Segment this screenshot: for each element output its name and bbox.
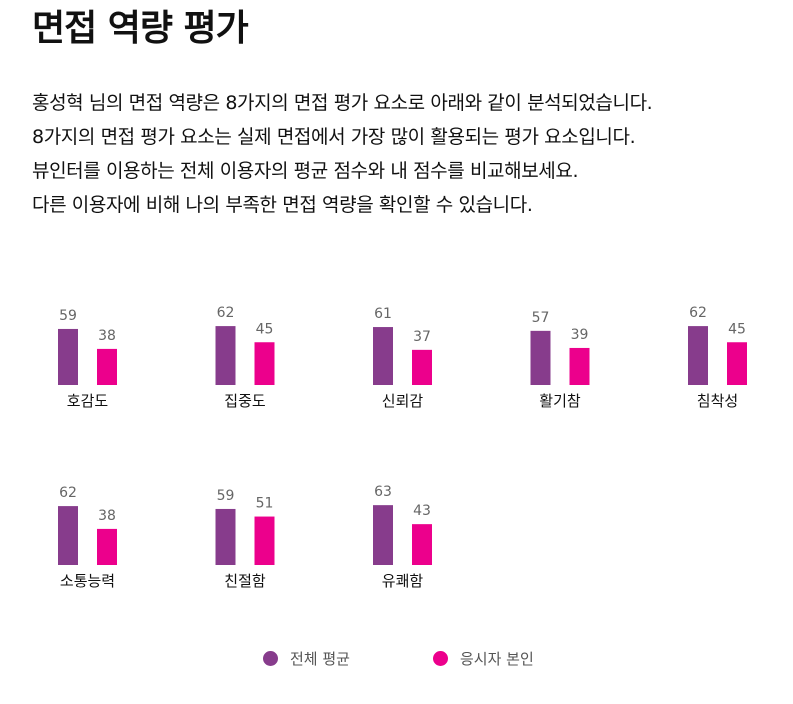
bar-self	[727, 342, 747, 385]
bar-group: 59 51 친절함	[215, 488, 275, 590]
category-label: 침착성	[697, 392, 738, 410]
value-label: 62	[217, 305, 235, 321]
value-label: 38	[98, 508, 116, 524]
category-label: 친절함	[224, 572, 266, 590]
category-label: 신뢰감	[382, 392, 424, 410]
value-label: 51	[256, 496, 274, 512]
bar-self	[97, 348, 117, 385]
category-label: 호감도	[67, 392, 109, 410]
category-label: 소통능력	[60, 572, 115, 590]
bar-group: 62 38 소통능력	[58, 485, 117, 590]
bar-self	[569, 347, 590, 385]
bar-self	[254, 342, 275, 385]
bar-group: 62 45 집중도	[215, 305, 275, 410]
competency-bar-chart: 59 38 호감도 62 45 집중도 61 37 신뢰감 57 39 활기참 62 45 침착성 62 38 소…	[58, 305, 747, 590]
value-label: 59	[217, 488, 235, 504]
description-line-1: 홍성혁 님의 면접 역량은 8가지의 면접 평가 요소로 아래와 같이 분석되었…	[32, 92, 653, 114]
legend-label-self: 응시자 본인	[460, 649, 534, 668]
bar-self	[412, 524, 432, 565]
value-label: 39	[571, 327, 589, 343]
page-title: 면접 역량 평가	[32, 8, 249, 49]
value-label: 63	[374, 484, 392, 500]
description-line-3: 뷰인터를 이용하는 전체 이용자의 평균 점수와 내 점수를 비교해보세요.	[32, 160, 579, 182]
bar-average	[58, 328, 78, 385]
bar-average	[373, 505, 393, 565]
category-label: 집중도	[224, 392, 266, 410]
bar-self	[412, 349, 432, 385]
bar-self	[97, 528, 117, 565]
bar-average	[688, 326, 708, 385]
value-label: 38	[98, 328, 116, 344]
bar-group: 59 38 호감도	[58, 308, 117, 410]
bar-average	[58, 506, 78, 565]
value-label: 62	[59, 485, 77, 501]
legend-item-self: 응시자 본인	[433, 646, 534, 670]
value-label: 37	[413, 329, 431, 345]
bar-group: 63 43 유쾌함	[373, 484, 432, 590]
value-label: 45	[728, 321, 746, 337]
bar-group: 57 39 활기참	[530, 310, 590, 410]
description-line-4: 다른 이용자에 비해 나의 부족한 면접 역량을 확인할 수 있습니다.	[32, 194, 533, 216]
bar-self	[254, 516, 275, 565]
value-label: 43	[413, 503, 431, 519]
bar-average	[530, 330, 551, 385]
bar-average	[215, 326, 236, 385]
chart-legend: 전체 평균 응시자 본인	[0, 646, 793, 670]
value-label: 45	[256, 321, 274, 337]
bar-average	[215, 508, 236, 565]
value-label: 62	[689, 305, 707, 321]
legend-item-average: 전체 평균	[263, 646, 350, 670]
description: 홍성혁 님의 면접 역량은 8가지의 면접 평가 요소로 아래와 같이 분석되었…	[32, 86, 653, 222]
legend-dot-average	[263, 650, 278, 666]
value-label: 59	[59, 308, 77, 324]
legend-dot-self	[433, 650, 448, 666]
value-label: 57	[532, 310, 550, 326]
legend-label-average: 전체 평균	[290, 649, 350, 668]
category-label: 활기참	[539, 392, 581, 410]
description-line-2: 8가지의 면접 평가 요소는 실제 면접에서 가장 많이 활용되는 평가 요소입…	[32, 126, 636, 148]
value-label: 61	[374, 306, 392, 322]
category-label: 유쾌함	[382, 572, 424, 590]
bar-average	[373, 327, 393, 385]
bar-group: 61 37 신뢰감	[373, 306, 432, 410]
bar-group: 62 45 침착성	[688, 305, 747, 410]
